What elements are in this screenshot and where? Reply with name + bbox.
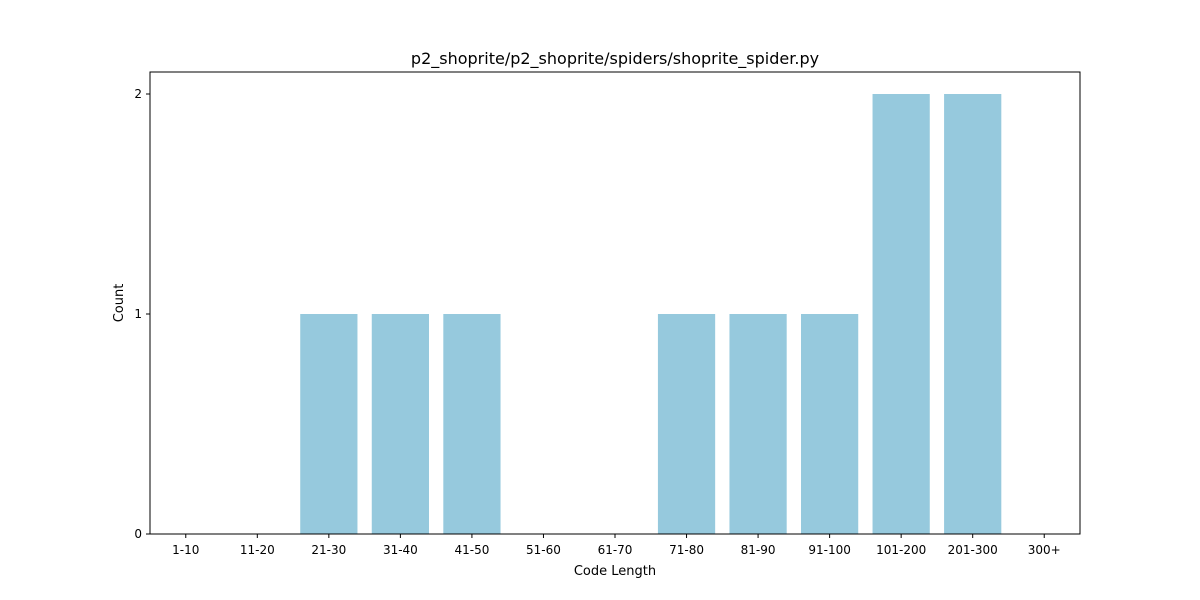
x-tick-label: 201-300	[948, 543, 998, 557]
y-tick-label: 2	[134, 87, 142, 101]
x-tick-label: 81-90	[741, 543, 776, 557]
y-tick-label: 0	[134, 527, 142, 541]
y-tick-label: 1	[134, 307, 142, 321]
x-tick-label: 11-20	[240, 543, 275, 557]
y-axis-label: Count	[112, 284, 127, 323]
x-tick-label: 71-80	[669, 543, 704, 557]
bar-31-40	[372, 314, 429, 534]
bar-71-80	[658, 314, 715, 534]
x-tick-label: 51-60	[526, 543, 561, 557]
x-axis-label: Code Length	[574, 564, 656, 579]
bar-101-200	[873, 94, 930, 534]
x-tick-label: 31-40	[383, 543, 418, 557]
x-tick-label: 61-70	[598, 543, 633, 557]
x-tick-label: 300+	[1028, 543, 1061, 557]
x-tick-label: 91-100	[808, 543, 851, 557]
bar-41-50	[443, 314, 500, 534]
bar-201-300	[944, 94, 1001, 534]
x-tick-label: 21-30	[311, 543, 346, 557]
x-tick-label: 1-10	[172, 543, 199, 557]
bar-81-90	[729, 314, 786, 534]
x-tick-label: 101-200	[876, 543, 926, 557]
chart-title: p2_shoprite/p2_shoprite/spiders/shoprite…	[411, 49, 819, 69]
bar-91-100	[801, 314, 858, 534]
x-tick-label: 41-50	[454, 543, 489, 557]
bar-21-30	[300, 314, 357, 534]
